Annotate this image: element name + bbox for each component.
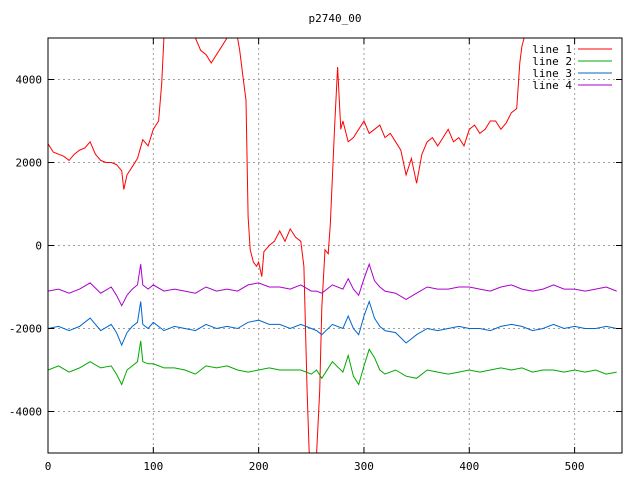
y-tick-label: 4000 — [16, 74, 43, 87]
x-tick-label: 0 — [45, 460, 52, 473]
legend-label: line 4 — [532, 79, 572, 92]
series-group — [48, 38, 622, 453]
x-tick-label: 200 — [249, 460, 269, 473]
y-tick-label: -2000 — [9, 323, 42, 336]
x-tick-label: 100 — [143, 460, 163, 473]
series-line-2 — [48, 340, 617, 386]
legend-label: line 1 — [532, 43, 572, 56]
axis-ticks: -4000 -2000 0 2000 4000 0 100 200 300 400 500 — [9, 38, 622, 473]
chart-title: p2740_00 — [309, 12, 362, 25]
series-line-1 — [48, 38, 622, 453]
series-line-3 — [48, 299, 617, 347]
x-tick-label: 400 — [459, 460, 479, 473]
grid-lines — [47, 38, 622, 453]
x-tick-label: 500 — [565, 460, 585, 473]
y-tick-label: 2000 — [16, 157, 43, 170]
y-tick-label: 0 — [35, 240, 42, 253]
x-tick-label: 300 — [354, 460, 374, 473]
legend-label: line 2 — [532, 55, 572, 68]
legend-label: line 3 — [532, 67, 572, 80]
y-tick-label: -4000 — [9, 406, 42, 419]
series-line-4 — [48, 262, 617, 307]
